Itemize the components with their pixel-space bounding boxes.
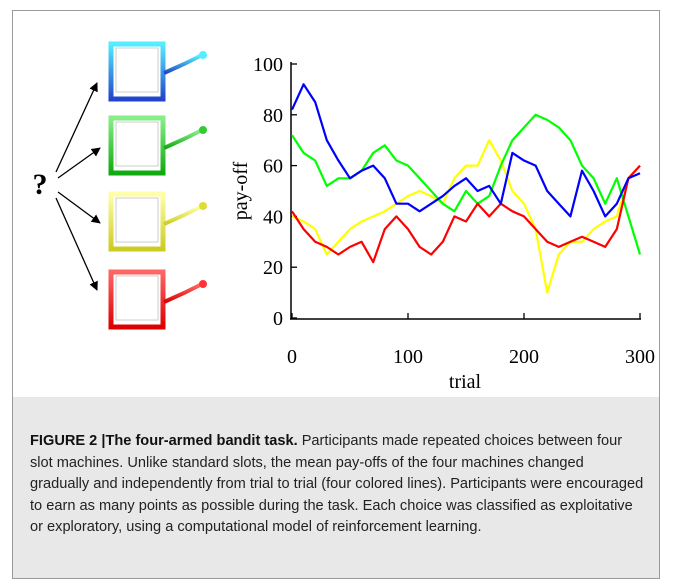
y-tick-label: 20	[263, 257, 283, 279]
x-tick-label: 200	[509, 346, 539, 368]
arrows	[55, 82, 101, 291]
series-line	[291, 139, 641, 294]
y-tick-label: 40	[263, 206, 283, 228]
caption-label: FIGURE 2 |The four-armed bandit task.	[30, 433, 298, 449]
y-tick-label: 60	[263, 156, 283, 178]
slot-machines	[108, 41, 207, 330]
x-tick-label: 300	[625, 346, 655, 368]
series-line	[290, 83, 641, 218]
x-tick-label: 100	[393, 346, 423, 368]
figure-frame	[12, 10, 660, 579]
y-tick-label: 0	[273, 308, 283, 330]
series-line	[291, 113, 642, 255]
x-tick-label: 0	[287, 346, 297, 368]
caption-text: Participants made repeated choices betwe…	[30, 433, 644, 536]
series-line	[291, 164, 641, 264]
y-axis-label: pay-off	[230, 161, 252, 220]
y-tick-label: 80	[263, 105, 283, 127]
y-tick-label: 100	[253, 54, 283, 76]
caption: FIGURE 2 |The four-armed bandit task. Pa…	[13, 397, 659, 578]
x-axis-label: trial	[449, 371, 482, 393]
question-mark: ?	[33, 168, 48, 201]
